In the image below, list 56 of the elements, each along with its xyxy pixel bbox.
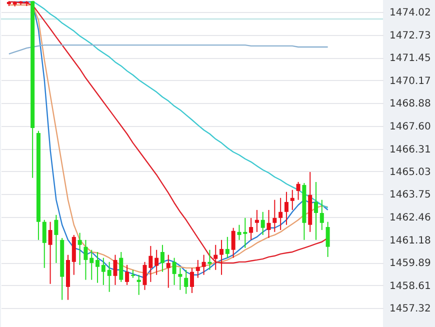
- candlestick: [96, 251, 100, 284]
- candlestick: [314, 181, 318, 240]
- candlestick: [231, 227, 236, 258]
- candlestick: [113, 254, 118, 286]
- candlestick: [196, 259, 200, 278]
- candlestick: [266, 209, 271, 238]
- candlestick: [237, 224, 242, 240]
- candlestick: [220, 239, 224, 276]
- candlestick: [326, 221, 330, 258]
- candlestick: [249, 217, 254, 240]
- candlestick: [254, 209, 259, 232]
- y-tick-label: 1471.45: [390, 53, 431, 64]
- candlestick: [166, 254, 170, 288]
- y-tick-label: 1461.18: [390, 235, 431, 246]
- y-tick-label: 1459.89: [390, 258, 431, 270]
- y-tick-label: 1474.02: [390, 8, 431, 19]
- candlestick: [284, 191, 288, 226]
- y-tick-label: 1465.03: [390, 166, 431, 178]
- y-tick-label: 1457.32: [390, 304, 431, 315]
- candlestick: [296, 181, 300, 200]
- y-tick-label: 1468.88: [390, 98, 431, 110]
- y-tick-label: 1463.75: [390, 190, 431, 201]
- candlestick: [160, 244, 164, 272]
- candlestick: [214, 244, 218, 270]
- candlestick: [42, 219, 46, 268]
- y-tick-label: 1466.31: [390, 144, 431, 156]
- y-tick-label: 1462.46: [390, 212, 431, 224]
- candlestick: [290, 189, 294, 210]
- candlestick: [272, 199, 277, 232]
- candlestick: [172, 257, 176, 286]
- candlestick: [278, 197, 283, 230]
- candlestick: [208, 249, 212, 270]
- line-series: [8, 44, 328, 55]
- candlestick: [48, 221, 52, 284]
- candlestick: [225, 236, 230, 258]
- candlestick: [243, 217, 248, 248]
- candlestick: [320, 199, 324, 230]
- candlestick: [136, 274, 141, 296]
- candlestick: [125, 264, 130, 286]
- candlestick: [260, 211, 265, 236]
- candlestick: [154, 249, 159, 276]
- y-tick-label: 1470.17: [390, 76, 431, 87]
- candlestick: [107, 261, 112, 292]
- candlestick: [178, 267, 182, 290]
- candlestick: [190, 267, 194, 294]
- candlestick: [119, 251, 124, 282]
- candlestick: [184, 269, 188, 294]
- candlestick: [90, 249, 94, 280]
- candlestick: [54, 214, 58, 264]
- candlestick: [101, 257, 106, 286]
- candlestick: [78, 232, 82, 266]
- candlestick: [202, 254, 206, 276]
- y-tick-label: 1458.61: [390, 280, 431, 292]
- candlestick: [84, 239, 88, 280]
- y-tick-label: 1472.73: [390, 30, 431, 42]
- y-tick-label: 1467.60: [390, 121, 431, 132]
